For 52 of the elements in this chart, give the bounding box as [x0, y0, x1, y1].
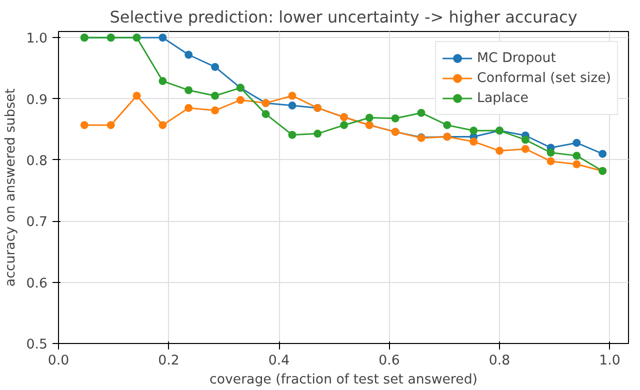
- point: [391, 114, 400, 122]
- point: [365, 114, 374, 122]
- y-axis-title: accuracy on answered subset: [3, 88, 18, 287]
- legend-label: Laplace: [477, 90, 528, 106]
- point: [572, 160, 581, 168]
- point: [572, 152, 581, 160]
- point: [417, 108, 426, 117]
- x-tick-label: 0.2: [158, 354, 180, 368]
- point: [470, 126, 478, 135]
- point: [470, 138, 478, 146]
- y-tick-label: 0.7: [26, 215, 48, 230]
- point: [211, 106, 220, 114]
- point: [132, 92, 141, 100]
- x-tick-label: 1.0: [599, 354, 620, 368]
- point: [314, 130, 322, 138]
- point: [572, 138, 581, 147]
- x-tick-label: 0.4: [268, 354, 290, 368]
- point: [211, 92, 220, 100]
- point: [546, 157, 555, 166]
- x-tick-label: 0.0: [48, 354, 70, 368]
- point: [443, 121, 452, 130]
- point: [80, 121, 88, 130]
- chart-title: Selective prediction: lower uncertainty -> higher accuracy: [110, 8, 578, 26]
- point: [496, 146, 504, 155]
- point: [262, 110, 270, 118]
- point: [184, 86, 193, 94]
- y-tick-label: 1.0: [26, 32, 48, 47]
- y-tick-label: 0.8: [26, 154, 48, 169]
- legend-label: MC Dropout: [477, 50, 556, 66]
- point: [158, 34, 167, 42]
- point: [158, 77, 167, 86]
- legend-label: Conformal (set size): [477, 70, 611, 86]
- point: [236, 96, 244, 104]
- point: [184, 104, 193, 112]
- x-tick-label: 0.8: [488, 354, 510, 368]
- x-axis-title: coverage (fraction of test set answered): [210, 372, 478, 388]
- point: [288, 130, 296, 139]
- x-tick-label: 0.6: [378, 354, 400, 368]
- y-tick-label: 0.9: [26, 92, 48, 108]
- point: [158, 121, 167, 130]
- point: [598, 150, 607, 158]
- point: [546, 148, 555, 157]
- point: [106, 121, 115, 130]
- point: [521, 136, 530, 144]
- y-tick-label: 0.5: [26, 338, 48, 352]
- point: [521, 144, 530, 153]
- y-tick-label: 0.6: [26, 276, 48, 292]
- point: [184, 50, 193, 59]
- point: [288, 102, 296, 110]
- point: [288, 92, 296, 100]
- point: [340, 121, 348, 130]
- point: [211, 62, 220, 71]
